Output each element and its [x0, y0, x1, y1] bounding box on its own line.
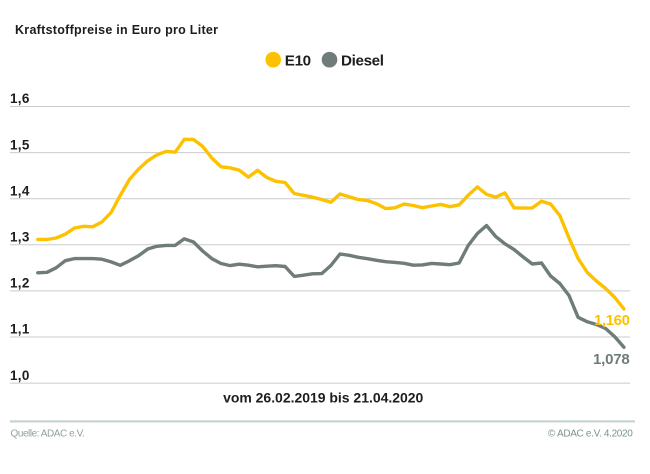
svg-text:1,4: 1,4 [10, 183, 30, 198]
svg-text:1,5: 1,5 [10, 137, 30, 152]
svg-text:1,160: 1,160 [594, 312, 630, 329]
svg-text:Kraftstoffpreise in Euro pro L: Kraftstoffpreise in Euro pro Liter [15, 23, 218, 37]
svg-text:1,3: 1,3 [10, 230, 30, 245]
svg-text:© ADAC e.V. 4.2020: © ADAC e.V. 4.2020 [548, 429, 633, 440]
svg-text:1,078: 1,078 [593, 351, 630, 368]
svg-text:Quelle: ADAC e.V.: Quelle: ADAC e.V. [11, 429, 85, 440]
svg-text:1,0: 1,0 [10, 368, 30, 383]
svg-text:vom 26.02.2019 bis 21.04.2020: vom 26.02.2019 bis 21.04.2020 [223, 390, 423, 406]
svg-text:1,1: 1,1 [10, 322, 30, 337]
svg-text:E10: E10 [285, 53, 311, 70]
svg-text:1,6: 1,6 [10, 91, 30, 106]
svg-text:Diesel: Diesel [341, 53, 384, 70]
svg-text:1,2: 1,2 [10, 276, 30, 291]
